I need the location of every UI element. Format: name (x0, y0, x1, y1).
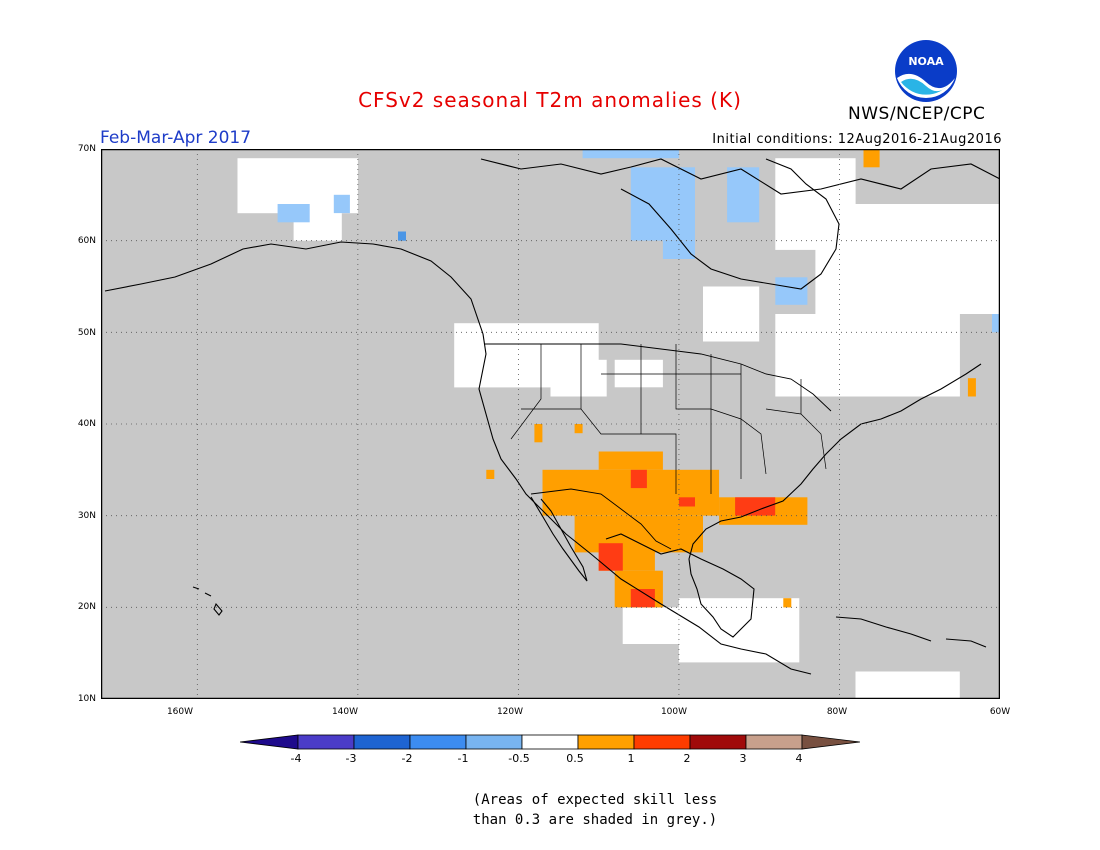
lat-label-20n: 20N (77, 602, 96, 612)
lon-label-80w: 80W (826, 707, 848, 717)
anomaly-cell-warm-2 (678, 497, 695, 507)
anomaly-cell-near-normal (703, 286, 760, 342)
arctic-islands-coast (480, 158, 1000, 195)
anomaly-cell-cold-1 (277, 204, 310, 223)
color-scale-bar (240, 734, 860, 750)
scale-segment (297, 734, 355, 750)
anomaly-cell-warm-1 (574, 424, 583, 434)
scale-arrow-low (240, 734, 299, 750)
initial-conditions: Initial conditions: 12Aug2016-21Aug2016 (712, 132, 1002, 147)
lat-label-50n: 50N (77, 328, 96, 338)
forecast-period: Feb-Mar-Apr 2017 (100, 128, 252, 148)
anomaly-cell-near-normal (622, 607, 679, 644)
lat-label-60n: 60N (77, 236, 96, 246)
anomaly-cell-cold-1 (727, 167, 760, 223)
skill-note-line2: than 0.3 are shaded in grey.) (472, 812, 718, 828)
hawaii-coast (192, 586, 223, 616)
anomaly-cell-near-normal (775, 158, 856, 250)
anomaly-cell-cold-2 (398, 231, 406, 241)
scale-tick-neg0-5: -0.5 (508, 752, 530, 765)
agency-label: NWS/NCEP/CPC (848, 104, 986, 124)
lat-label-40n: 40N (77, 419, 96, 429)
scale-segment (577, 734, 635, 750)
graticule (101, 149, 1000, 699)
anomaly-cell-warm-1 (534, 424, 543, 443)
lat-label-70n: 70N (77, 144, 96, 154)
anomaly-cell-warm-1 (967, 378, 976, 397)
scale-segment (745, 734, 803, 750)
scale-segment (465, 734, 523, 750)
skill-note-line1: (Areas of expected skill less (472, 792, 718, 808)
scale-tick-1: 1 (627, 752, 635, 765)
scale-tick-0-5: 0.5 (566, 752, 584, 765)
anomaly-cell-cold-1 (630, 167, 695, 241)
logo-text: NOAA (908, 55, 944, 68)
lat-label-30n: 30N (77, 511, 96, 521)
lat-label-10n: 10N (77, 694, 96, 704)
anomaly-cell-warm-1 (863, 149, 880, 168)
anomaly-cell-near-normal (550, 359, 607, 397)
baja-coast (530, 496, 588, 582)
chart-title: CFSv2 seasonal T2m anomalies (K) (358, 88, 742, 112)
scale-segment (521, 734, 579, 750)
anomaly-cell-warm-2 (630, 589, 655, 608)
lon-label-140w: 140W (331, 707, 359, 717)
anomaly-cell-warm-1 (783, 598, 792, 608)
scale-tick-neg3: -3 (345, 752, 357, 765)
anomaly-cell-near-normal (775, 314, 960, 397)
scale-segment (353, 734, 411, 750)
anomaly-cell-warm-2 (735, 497, 776, 516)
scale-tick-neg4: -4 (290, 752, 302, 765)
scale-segment (689, 734, 747, 750)
anomaly-cell-cold-1 (582, 149, 679, 159)
scale-tick-neg1: -1 (457, 752, 469, 765)
anomaly-cell-warm-1 (598, 451, 663, 470)
noaa-logo: NOAA (893, 38, 959, 108)
lon-label-160w: 160W (166, 707, 194, 717)
anomaly-cell-warm-2 (630, 469, 647, 489)
scale-tick-4: 4 (795, 752, 803, 765)
anomaly-cell-near-normal (614, 359, 663, 388)
hudson-bay-coast (620, 158, 840, 290)
anomaly-map (101, 149, 1000, 699)
scale-tick-neg2: -2 (401, 752, 413, 765)
anomaly-cell-warm-1 (486, 469, 495, 479)
lon-label-60w: 60W (989, 707, 1011, 717)
anomaly-cell-cold-1 (775, 277, 808, 305)
scale-segment (409, 734, 467, 750)
scale-arrow-high (801, 734, 860, 750)
anomaly-cell-near-normal (855, 671, 960, 699)
scale-tick-3: 3 (739, 752, 747, 765)
lon-label-120w: 120W (496, 707, 524, 717)
anomaly-cell-warm-2 (598, 543, 623, 571)
anomaly-cell-cold-1 (992, 314, 1000, 333)
cuba-coast (835, 616, 932, 642)
coastlines (104, 158, 1000, 675)
noaa-logo-icon: NOAA (895, 40, 957, 102)
scale-segment (633, 734, 691, 750)
map-frame (101, 149, 1000, 699)
north-america-coast (104, 241, 982, 675)
lon-label-100w: 100W (660, 707, 688, 717)
hispaniola-coast (945, 638, 987, 648)
anomaly-cell-cold-1 (333, 194, 350, 214)
scale-tick-2: 2 (683, 752, 691, 765)
